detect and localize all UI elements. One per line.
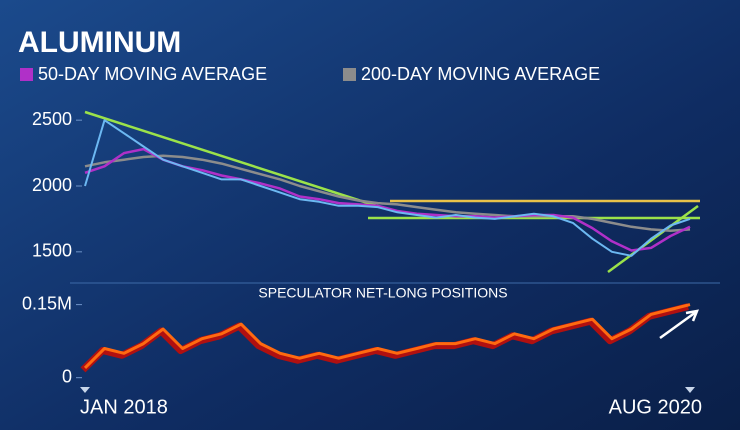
y-tick-label: 0 xyxy=(62,366,72,386)
trend-line xyxy=(607,204,699,274)
ma-line xyxy=(84,154,691,233)
x-tick-label: JAN 2018 xyxy=(80,396,168,418)
chart-title: ALUMINUM xyxy=(18,26,181,59)
x-tick xyxy=(685,387,695,393)
legend-swatch xyxy=(343,68,356,81)
legend-label: 50-DAY MOVING AVERAGE xyxy=(38,64,267,84)
legend-label: 200-DAY MOVING AVERAGE xyxy=(361,64,600,84)
trend-line xyxy=(84,110,381,209)
x-tick-label: AUG 2020 xyxy=(609,396,702,418)
x-tick xyxy=(80,387,90,393)
price-line xyxy=(84,119,691,257)
arrow-head xyxy=(685,309,699,322)
y-tick-label: 1500 xyxy=(32,241,72,261)
arrow xyxy=(659,310,697,340)
y-tick-label: 2500 xyxy=(32,109,72,129)
y-tick-label: 2000 xyxy=(32,175,72,195)
y-tick-label: 0.15M xyxy=(22,293,72,313)
legend-swatch xyxy=(20,68,33,81)
positions-line xyxy=(83,303,691,369)
panel-title: SPECULATOR NET-LONG POSITIONS xyxy=(258,285,507,301)
